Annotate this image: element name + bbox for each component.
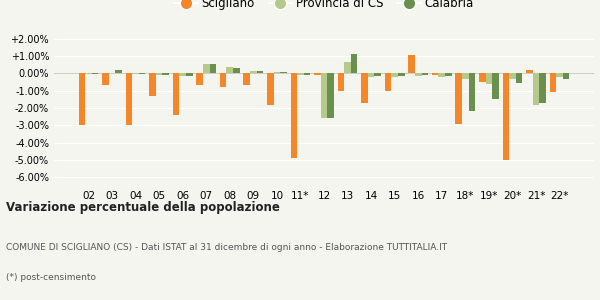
Legend: Scigliano, Provincia di CS, Calabria: Scigliano, Provincia di CS, Calabria [169, 0, 479, 15]
Bar [391, 73, 398, 77]
Bar [327, 73, 334, 118]
Bar [92, 73, 98, 74]
Bar [233, 68, 239, 73]
Bar [209, 64, 216, 73]
Text: COMUNE DI SCIGLIANO (CS) - Dati ISTAT al 31 dicembre di ogni anno - Elaborazione: COMUNE DI SCIGLIANO (CS) - Dati ISTAT al… [6, 243, 447, 252]
Bar [132, 73, 139, 74]
Bar [526, 70, 533, 73]
Bar [422, 73, 428, 75]
Bar [186, 73, 193, 76]
Bar [257, 71, 263, 73]
Bar [297, 73, 304, 75]
Bar [462, 73, 469, 79]
Bar [173, 73, 179, 115]
Bar [314, 73, 321, 75]
Bar [439, 73, 445, 77]
Bar [503, 73, 509, 160]
Bar [398, 73, 404, 76]
Bar [203, 64, 209, 73]
Bar [556, 73, 563, 77]
Bar [432, 73, 439, 75]
Bar [455, 73, 462, 124]
Bar [485, 73, 492, 84]
Bar [267, 73, 274, 104]
Bar [304, 73, 310, 75]
Bar [351, 54, 358, 73]
Text: Variazione percentuale della popolazione: Variazione percentuale della popolazione [6, 201, 280, 214]
Bar [163, 73, 169, 75]
Bar [149, 73, 156, 96]
Bar [516, 73, 523, 83]
Bar [196, 73, 203, 86]
Bar [244, 73, 250, 86]
Bar [85, 73, 92, 74]
Bar [139, 73, 145, 74]
Bar [321, 73, 327, 118]
Bar [250, 71, 257, 73]
Bar [102, 73, 109, 86]
Bar [415, 73, 422, 76]
Bar [290, 73, 297, 158]
Bar [479, 73, 485, 82]
Bar [563, 73, 569, 79]
Bar [338, 73, 344, 91]
Bar [115, 70, 122, 73]
Bar [509, 73, 516, 79]
Bar [533, 73, 539, 104]
Bar [374, 73, 381, 76]
Bar [344, 62, 351, 73]
Bar [179, 73, 186, 76]
Bar [361, 73, 368, 103]
Bar [156, 73, 163, 75]
Bar [492, 73, 499, 99]
Bar [220, 73, 226, 87]
Bar [226, 67, 233, 73]
Bar [79, 73, 85, 125]
Bar [409, 55, 415, 73]
Bar [550, 73, 556, 92]
Bar [368, 73, 374, 77]
Bar [469, 73, 475, 112]
Bar [539, 73, 546, 103]
Text: (*) post-censimento: (*) post-censimento [6, 273, 96, 282]
Bar [445, 73, 452, 76]
Bar [385, 73, 391, 91]
Bar [125, 73, 132, 125]
